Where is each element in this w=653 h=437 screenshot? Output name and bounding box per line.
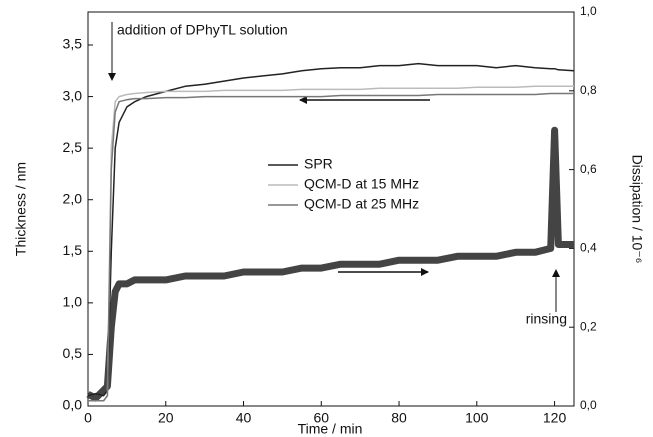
y-axis-title: Thickness / nm — [13, 162, 29, 256]
y-tick-label: 1,5 — [63, 242, 83, 258]
y-tick-label: 2,0 — [63, 190, 83, 206]
x-axis-title: Time / min — [298, 421, 363, 437]
y-tick-label: 0,0 — [63, 397, 83, 413]
y2-axis-title: Dissipation / 10⁻⁶ — [629, 155, 645, 264]
x-tick-label: 60 — [313, 410, 329, 426]
legend-label: SPR — [304, 156, 333, 172]
y2-tick-label: 0,0 — [580, 398, 597, 412]
y2-tick-label: 0,2 — [580, 319, 597, 333]
dissipation-line — [86, 126, 574, 402]
x-tick-label: 100 — [465, 410, 489, 426]
x-tick-label: 20 — [158, 410, 174, 426]
y-tick-label: 3,5 — [63, 36, 83, 52]
y2-tick-label: 0,8 — [580, 83, 597, 97]
x-tick-label: 40 — [236, 410, 252, 426]
y2-tick-label: 1,0 — [580, 4, 597, 18]
y-tick-label: 0,5 — [63, 345, 83, 361]
x-tick-label: 80 — [391, 410, 407, 426]
legend-label: QCM-D at 15 MHz — [304, 176, 419, 192]
x-tick-label: 0 — [84, 410, 92, 426]
line — [88, 85, 574, 402]
y-tick-label: 2,5 — [63, 139, 83, 155]
annotation: addition of DPhyTL solution — [117, 22, 288, 38]
line — [87, 62, 575, 397]
y-tick-label: 1,0 — [63, 294, 83, 310]
legend-label: QCM-D at 25 MHz — [304, 196, 419, 212]
y2-tick-label: 0,6 — [580, 162, 597, 176]
x-tick-label: 120 — [543, 410, 567, 426]
y-tick-label: 3,0 — [63, 87, 83, 103]
line — [88, 92, 574, 402]
y2-tick-label: 0,4 — [580, 241, 597, 255]
annotation: rinsing — [526, 311, 567, 327]
plot-frame — [87, 11, 575, 407]
